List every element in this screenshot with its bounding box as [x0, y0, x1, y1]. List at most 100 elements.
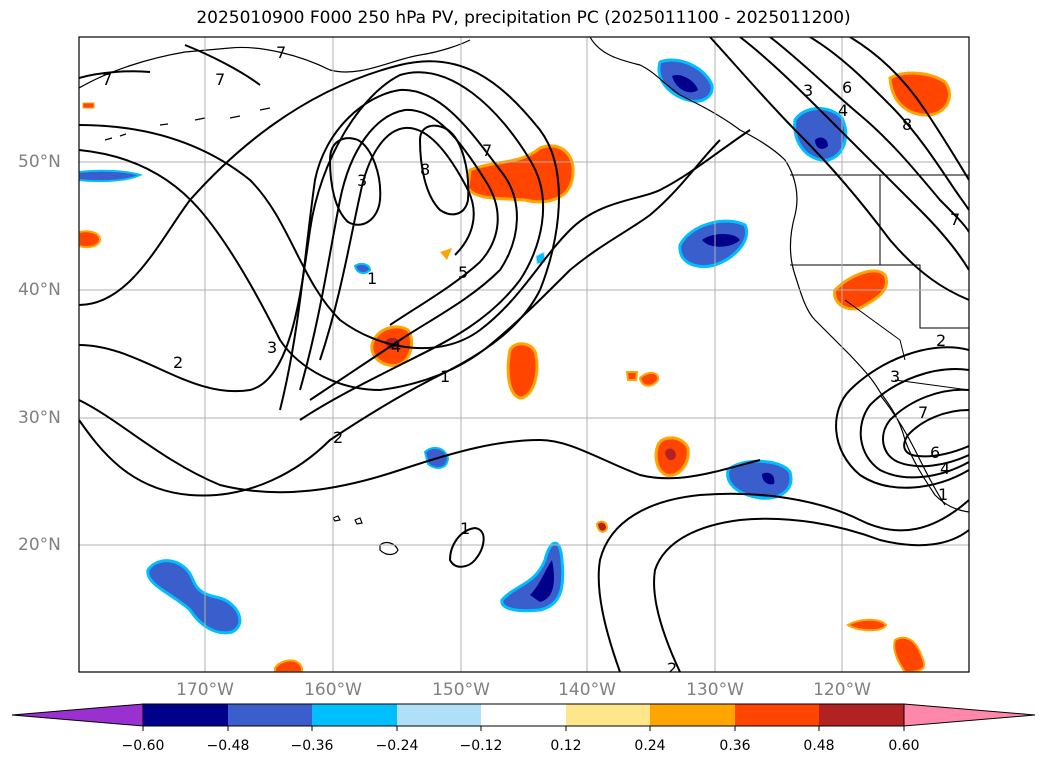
colorbar-extend-low [11, 703, 144, 727]
precip-blob-southwest [274, 659, 303, 672]
precip-blob-small-2 [638, 372, 660, 387]
precip-blob-gulf-of-alaska [466, 144, 575, 204]
coastline-hawaii-3 [332, 515, 341, 522]
precip-blob-bc-coast-core [815, 137, 828, 149]
pv-contour-loop-1 [448, 526, 485, 568]
precip-positive-areas [79, 71, 951, 672]
precip-blob-small-1 [595, 520, 609, 533]
colorbar-tick-label: 0.24 [634, 738, 666, 754]
precip-blob-west-edge [79, 230, 102, 249]
map-frame [78, 36, 970, 673]
pv-contour-canada-2 [769, 37, 969, 233]
colorbar-swatch [481, 704, 566, 726]
colorbar-tick-label: 0.60 [888, 738, 920, 754]
contour-label: 8 [902, 115, 912, 134]
precip-blob-mexico-2 [893, 636, 926, 672]
pv-contour-3 [279, 88, 518, 411]
contour-label: 2 [173, 353, 183, 372]
pv-contour-trough-8 [418, 124, 470, 216]
contour-label: 1 [440, 367, 450, 386]
contour-label: 2 [936, 331, 946, 350]
colorbar-tick-label: −0.24 [375, 738, 419, 754]
precip-blob-small-neg-1 [353, 262, 372, 275]
coastline-baja [879, 394, 946, 506]
map-title: 2025010900 F000 250 hPa PV, precipitatio… [196, 8, 851, 28]
contour-label: 1 [367, 269, 377, 288]
precip-blob-small-3 [625, 371, 639, 381]
colorbar-swatch [650, 704, 735, 726]
coastline-hawaii-2 [354, 517, 363, 525]
lon-label: 130°W [686, 680, 744, 700]
colorbar-tick-label: −0.60 [121, 738, 165, 754]
precip-blob-hawaii-east-core [665, 448, 676, 461]
colorbar-swatch [735, 704, 819, 726]
colorbar [11, 703, 1036, 731]
pv-contour-south-2 [597, 492, 969, 672]
precip-blob-alaska-panhandle-core [672, 74, 698, 93]
contour-label: 2 [333, 428, 343, 447]
precip-blob-dot-2 [82, 102, 95, 109]
contour-label: 4 [838, 101, 848, 120]
border-us-states-1 [790, 264, 969, 329]
contour-label: 8 [420, 160, 430, 179]
contour-label: 4 [940, 459, 950, 478]
lat-label: 20°N [18, 535, 61, 555]
pv-contour-canada-5 [709, 37, 969, 301]
colorbar-tick-label: −0.36 [290, 738, 334, 754]
contour-label: 1 [460, 519, 470, 538]
colorbar-tick-label: 0.36 [719, 738, 751, 754]
precip-blob-northeast-pacific-core [702, 234, 740, 247]
lon-label: 140°W [558, 680, 616, 700]
pv-contour-5 [319, 126, 475, 361]
colorbar-swatch [397, 704, 481, 726]
coastline-aleutians [104, 107, 271, 141]
contour-label: 7 [276, 43, 286, 62]
pv-contour-trough-3 [328, 137, 382, 226]
colorbar-swatch [312, 704, 397, 726]
contour-label: 6 [842, 78, 852, 97]
political-borders [790, 174, 969, 391]
contour-labels: 7 7 7 3 8 7 5 1 4 3 2 2 1 1 2 3 6 4 8 7 … [102, 43, 960, 678]
precip-blob-east-of-hawaii-core [762, 472, 775, 485]
pv-contour-west-edge [79, 44, 261, 86]
pv-contour-south-1 [79, 399, 761, 494]
colorbar-tick-label: 0.48 [803, 738, 835, 754]
contour-label: 7 [918, 403, 928, 422]
contour-label: 3 [890, 367, 900, 386]
coastline-alaska [79, 39, 471, 89]
border-us-states-2 [844, 299, 906, 361]
contour-label: 5 [458, 263, 468, 282]
contour-label: 3 [803, 81, 813, 100]
precip-blob-dot-1 [440, 248, 452, 260]
pv-contour-south-3 [653, 517, 969, 672]
precip-blob-southwest-chain [146, 559, 242, 635]
pv-contour-cutoff-3 [882, 388, 969, 468]
contour-label: 4 [391, 337, 401, 356]
lon-label: 150°W [432, 680, 490, 700]
colorbar-extend-high [903, 703, 1036, 727]
contour-label: 7 [215, 70, 225, 89]
lon-label: 160°W [304, 680, 362, 700]
border-us-mexico [894, 379, 969, 391]
contour-label: 2 [667, 659, 677, 678]
pv-contours [79, 37, 969, 672]
pv-contour-4 [299, 108, 499, 391]
lat-label: 40°N [18, 280, 61, 300]
pv-contour-cutoff-2 [859, 368, 969, 479]
colorbar-swatch [228, 704, 312, 726]
precip-blob-west-edge-neg [79, 169, 143, 183]
contour-label: 7 [102, 70, 112, 89]
pv-contour-cutoff-4 [903, 409, 969, 458]
colorbar-tick-label: −0.48 [206, 738, 250, 754]
pv-contour-jet-2 [79, 139, 721, 392]
pv-contour-canada-1 [739, 37, 969, 271]
lon-label: 170°W [176, 680, 234, 700]
coastline-hawaii-1 [379, 541, 399, 556]
lat-label: 50°N [18, 152, 61, 172]
colorbar-frame [142, 703, 905, 727]
contour-label: 1 [938, 485, 948, 504]
pv-contour-canada-4 [849, 37, 969, 181]
colorbar-tick-label: −0.12 [459, 738, 503, 754]
contour-label: 7 [950, 210, 960, 229]
